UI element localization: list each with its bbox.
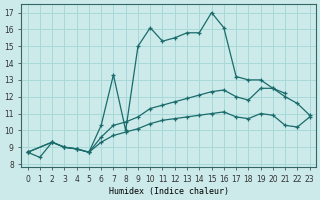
X-axis label: Humidex (Indice chaleur): Humidex (Indice chaleur) — [108, 187, 228, 196]
